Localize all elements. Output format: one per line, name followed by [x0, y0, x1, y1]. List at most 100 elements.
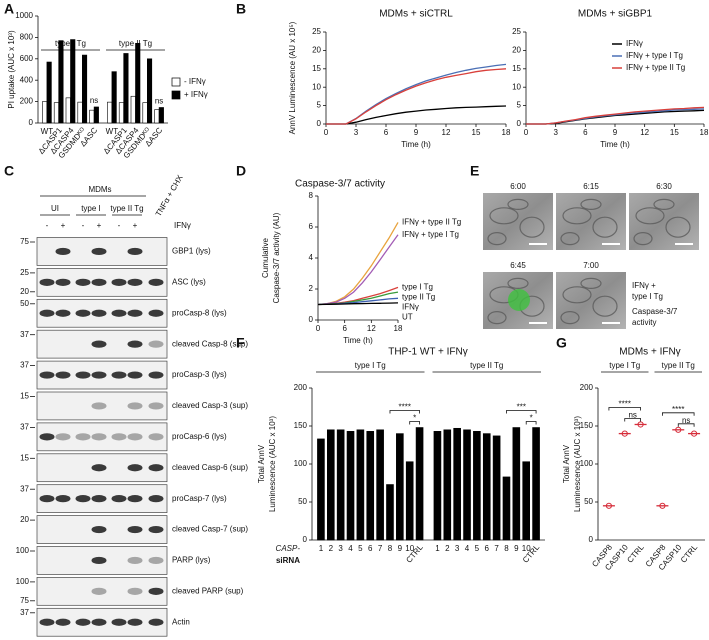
y-tick-label: 100	[580, 459, 594, 468]
bar	[70, 39, 76, 124]
blot-band	[75, 278, 91, 286]
blot-band	[39, 433, 55, 441]
blot-band	[127, 247, 143, 256]
bar	[42, 101, 48, 124]
bar	[65, 97, 71, 124]
group-label: type II Tg	[470, 361, 503, 370]
blot-band	[91, 340, 107, 348]
mw-marker: 15	[20, 392, 29, 401]
significance-bracket	[608, 407, 641, 411]
bar	[376, 429, 384, 541]
x-tick-label: 12	[442, 128, 451, 137]
cell	[560, 311, 580, 325]
bar	[492, 435, 501, 541]
mw-marker: 20	[20, 515, 29, 524]
significance-bracket	[525, 421, 537, 425]
y-tick-label: 50	[584, 497, 593, 506]
blot-band	[111, 495, 127, 503]
blot-band	[91, 433, 107, 441]
x-tick-label: 0	[324, 128, 329, 137]
bar	[77, 101, 83, 124]
line	[317, 302, 399, 306]
frame-caption: type I Tg	[632, 292, 663, 301]
bar	[123, 53, 129, 124]
frame-time: 6:15	[583, 182, 599, 191]
x-tick-label: 4	[348, 544, 353, 553]
cell	[560, 232, 580, 246]
series-label: type I Tg	[402, 283, 433, 292]
chart-title: THP-1 WT + IFNγ	[388, 347, 468, 358]
blot-band	[75, 433, 91, 441]
treatment-sign: +	[61, 221, 66, 230]
chart-title: MDMs + siGBP1	[578, 9, 653, 20]
significance-bracket	[624, 418, 641, 422]
bar	[58, 40, 64, 124]
treatment-sign: -	[82, 221, 85, 230]
annotation: *	[530, 414, 533, 423]
bar	[111, 71, 117, 124]
blot-band	[55, 371, 71, 379]
dot	[621, 430, 628, 437]
mw-marker: 100	[16, 546, 30, 555]
mw-marker: 100	[16, 577, 30, 586]
cell	[507, 198, 529, 210]
panel-letter: G	[556, 335, 567, 351]
bar	[473, 431, 481, 541]
x-tick-label: 10	[405, 544, 414, 553]
blot-band	[127, 433, 143, 441]
annotation: ns	[90, 96, 98, 105]
legend-label: IFNγ	[626, 39, 643, 48]
x-tick-label: 12	[640, 128, 649, 137]
x-tick-label: CTRL	[679, 542, 700, 564]
x-tick-label: 6	[342, 324, 347, 333]
x-tick-label: 0	[524, 128, 529, 137]
cell	[635, 207, 665, 225]
blot-band	[39, 495, 55, 503]
legend-swatch	[171, 90, 181, 100]
y-tick-label: 10	[512, 82, 521, 91]
treatment-sign: -	[46, 221, 49, 230]
blot-band	[127, 278, 143, 286]
blot-band	[91, 587, 107, 595]
significance-bracket	[662, 412, 695, 416]
cell	[580, 277, 602, 289]
bar	[317, 438, 325, 541]
y-tick-label: 6	[309, 222, 314, 231]
x-tick-label: 15	[670, 128, 679, 137]
blot-band	[91, 618, 107, 626]
x-tick-label: CTRL	[625, 542, 646, 564]
x-tick-label: 4	[465, 544, 470, 553]
dot	[675, 426, 682, 433]
bar	[415, 427, 424, 541]
dot	[605, 502, 613, 509]
y-tick-label: 150	[294, 421, 308, 430]
x-tick-label: 9	[514, 544, 519, 553]
y-tick-label: 15	[312, 64, 321, 73]
line	[326, 63, 507, 125]
cell	[519, 216, 545, 238]
cell	[665, 216, 691, 238]
y-tick-label: 200	[20, 97, 34, 106]
x-tick-label: 5	[475, 544, 480, 553]
y-tick-label: 25	[312, 27, 321, 36]
y-tick-label: 1000	[15, 11, 33, 20]
blot-band	[127, 587, 143, 595]
bar	[326, 429, 335, 541]
x-tick-label: 3	[553, 128, 558, 137]
x-tick-label: 8	[504, 544, 509, 553]
x-tick-label: 6	[583, 128, 588, 137]
x-tick-label: 2	[329, 544, 334, 553]
x-tick-label: 2	[445, 544, 450, 553]
y-tick-label: 4	[309, 253, 314, 262]
blot-band	[148, 402, 164, 410]
bar	[107, 101, 113, 124]
y-tick-label: 0	[589, 535, 594, 544]
blot-band	[148, 309, 164, 317]
mw-marker: 15	[20, 453, 29, 462]
bar	[502, 476, 511, 541]
x-tick-label: 7	[378, 544, 383, 553]
bar	[154, 109, 160, 124]
y-tick-label: 400	[20, 75, 34, 84]
blot-band	[148, 556, 164, 565]
y-axis-label: Luminescence (AUC x 10³)	[573, 416, 582, 512]
